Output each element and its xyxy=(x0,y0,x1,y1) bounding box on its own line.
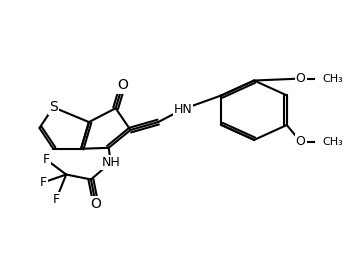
Text: S: S xyxy=(49,100,58,114)
Text: F: F xyxy=(53,193,60,206)
Text: O: O xyxy=(117,79,128,93)
Text: F: F xyxy=(40,176,47,189)
Text: NH: NH xyxy=(101,156,120,169)
Text: F: F xyxy=(43,153,50,166)
Text: O: O xyxy=(90,197,101,211)
Text: O: O xyxy=(296,135,306,148)
Text: CH₃: CH₃ xyxy=(322,137,343,147)
Text: CH₃: CH₃ xyxy=(322,74,343,83)
Text: HN: HN xyxy=(174,103,192,116)
Text: O: O xyxy=(296,72,306,85)
